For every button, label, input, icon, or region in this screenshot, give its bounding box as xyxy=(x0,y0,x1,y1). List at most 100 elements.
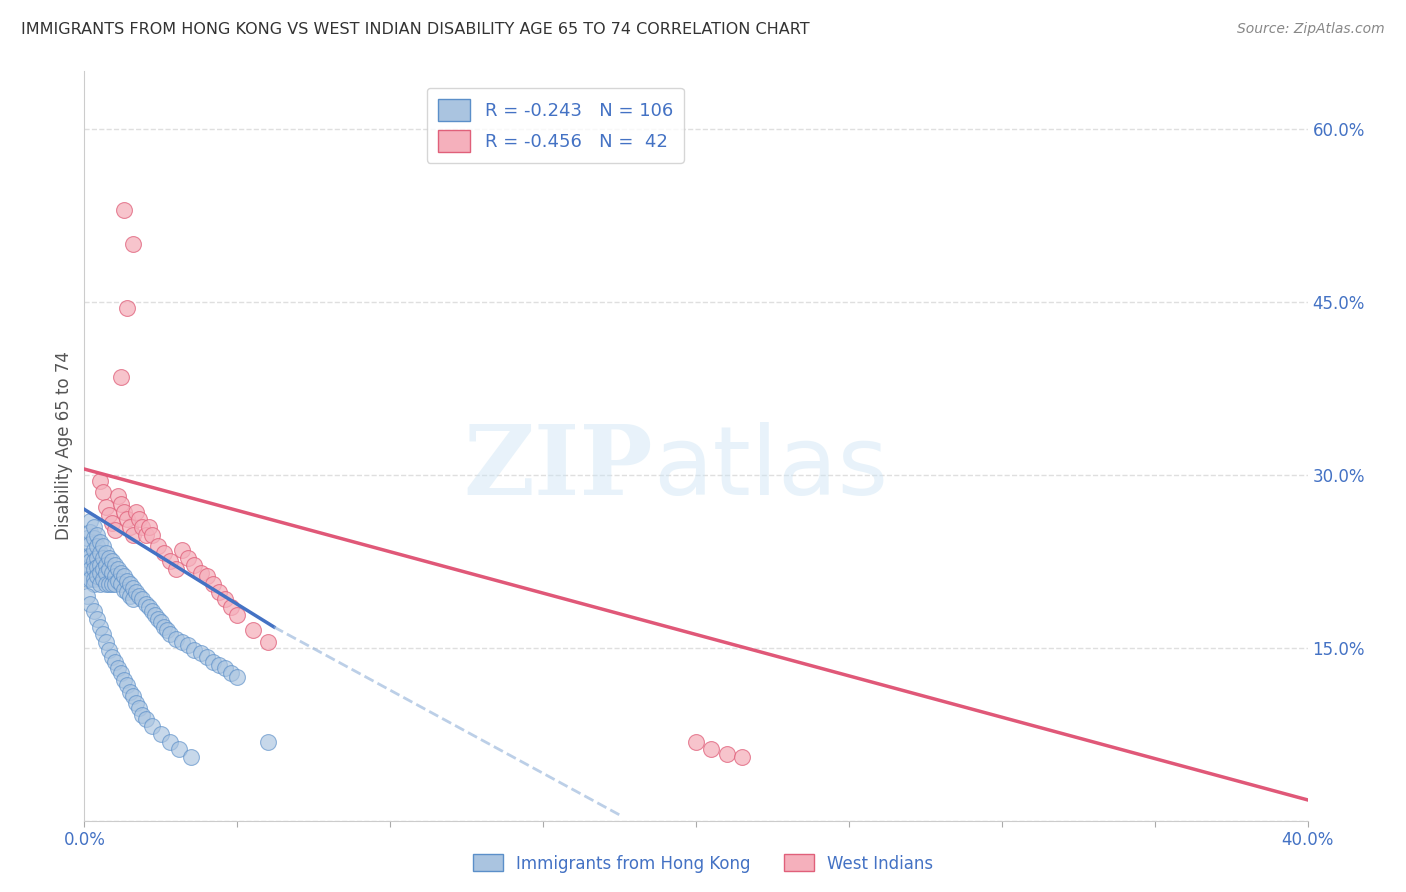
Point xyxy=(122,237,145,252)
Point xyxy=(172,635,194,649)
Point xyxy=(97,550,120,565)
Point xyxy=(101,554,124,568)
Point xyxy=(79,525,101,540)
Point xyxy=(94,546,117,560)
Point xyxy=(141,528,163,542)
Point xyxy=(94,577,117,591)
Point xyxy=(107,562,129,576)
Point xyxy=(79,597,101,611)
Point xyxy=(219,600,242,615)
Point xyxy=(120,519,142,533)
Point xyxy=(110,577,132,591)
Point xyxy=(76,589,98,603)
Point xyxy=(135,528,157,542)
Text: atlas: atlas xyxy=(654,422,889,515)
Point xyxy=(135,597,157,611)
Point xyxy=(120,577,142,591)
Point xyxy=(257,735,280,749)
Point xyxy=(104,523,127,537)
Point xyxy=(257,635,280,649)
Point xyxy=(94,500,117,514)
Point xyxy=(94,558,117,572)
Point xyxy=(79,554,101,568)
Point xyxy=(115,511,138,525)
Point xyxy=(190,647,212,661)
Point xyxy=(91,539,114,553)
Point xyxy=(91,550,114,565)
Point xyxy=(110,566,132,580)
Point xyxy=(138,600,160,615)
Point xyxy=(97,508,120,523)
Point xyxy=(86,569,108,583)
Point xyxy=(731,750,754,764)
Point xyxy=(226,608,249,623)
Point xyxy=(125,505,148,519)
Point xyxy=(83,531,105,545)
Point xyxy=(79,549,101,563)
Point xyxy=(685,735,707,749)
Point xyxy=(146,539,169,553)
Point xyxy=(83,542,105,557)
Point xyxy=(135,712,157,726)
Point xyxy=(86,560,108,574)
Legend: R = -0.243   N = 106, R = -0.456   N =  42: R = -0.243 N = 106, R = -0.456 N = 42 xyxy=(427,88,683,162)
Point xyxy=(700,742,723,756)
Point xyxy=(125,696,148,710)
Point xyxy=(112,583,135,598)
Point xyxy=(76,531,98,545)
Point xyxy=(101,566,124,580)
Point xyxy=(89,474,111,488)
Text: Source: ZipAtlas.com: Source: ZipAtlas.com xyxy=(1237,22,1385,37)
Point xyxy=(180,750,202,764)
Point xyxy=(138,519,160,533)
Point xyxy=(79,537,101,551)
Point xyxy=(153,546,176,560)
Point xyxy=(141,604,163,618)
Point xyxy=(91,627,114,641)
Point xyxy=(716,747,738,761)
Point xyxy=(172,542,194,557)
Point xyxy=(141,719,163,733)
Point xyxy=(115,678,138,692)
Point xyxy=(79,514,101,528)
Point xyxy=(86,550,108,565)
Point xyxy=(120,589,142,603)
Point xyxy=(153,620,176,634)
Point xyxy=(89,558,111,572)
Point xyxy=(112,202,135,217)
Text: IMMIGRANTS FROM HONG KONG VS WEST INDIAN DISABILITY AGE 65 TO 74 CORRELATION CHA: IMMIGRANTS FROM HONG KONG VS WEST INDIAN… xyxy=(21,22,810,37)
Point xyxy=(101,516,124,531)
Point xyxy=(122,528,145,542)
Point xyxy=(214,661,236,675)
Point xyxy=(101,649,124,664)
Point xyxy=(89,546,111,560)
Point xyxy=(83,572,105,586)
Text: ZIP: ZIP xyxy=(464,422,654,516)
Point xyxy=(97,577,120,591)
Point xyxy=(128,511,150,525)
Point xyxy=(183,643,205,657)
Point xyxy=(89,620,111,634)
Point xyxy=(165,632,187,646)
Point xyxy=(76,572,98,586)
Point xyxy=(76,549,98,563)
Point xyxy=(107,574,129,588)
Point xyxy=(201,577,224,591)
Point xyxy=(110,369,132,384)
Point xyxy=(86,528,108,542)
Point xyxy=(143,608,166,623)
Point xyxy=(190,566,212,580)
Point xyxy=(149,727,172,741)
Point xyxy=(89,534,111,549)
Point xyxy=(120,684,142,698)
Point xyxy=(156,624,179,638)
Point xyxy=(94,635,117,649)
Point xyxy=(149,615,172,630)
Point xyxy=(195,649,218,664)
Point xyxy=(128,589,150,603)
Point xyxy=(226,669,249,683)
Point xyxy=(83,604,105,618)
Point xyxy=(83,519,105,533)
Point xyxy=(177,639,200,653)
Point xyxy=(104,655,127,669)
